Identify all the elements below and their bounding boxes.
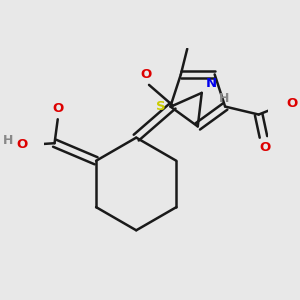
- Text: O: O: [260, 141, 271, 154]
- Text: O: O: [140, 68, 152, 81]
- Text: O: O: [16, 137, 27, 151]
- Text: S: S: [156, 100, 166, 113]
- Text: O: O: [286, 97, 298, 110]
- Text: N: N: [206, 77, 217, 90]
- Text: H: H: [3, 134, 13, 146]
- Text: H: H: [219, 92, 230, 105]
- Text: O: O: [52, 102, 63, 115]
